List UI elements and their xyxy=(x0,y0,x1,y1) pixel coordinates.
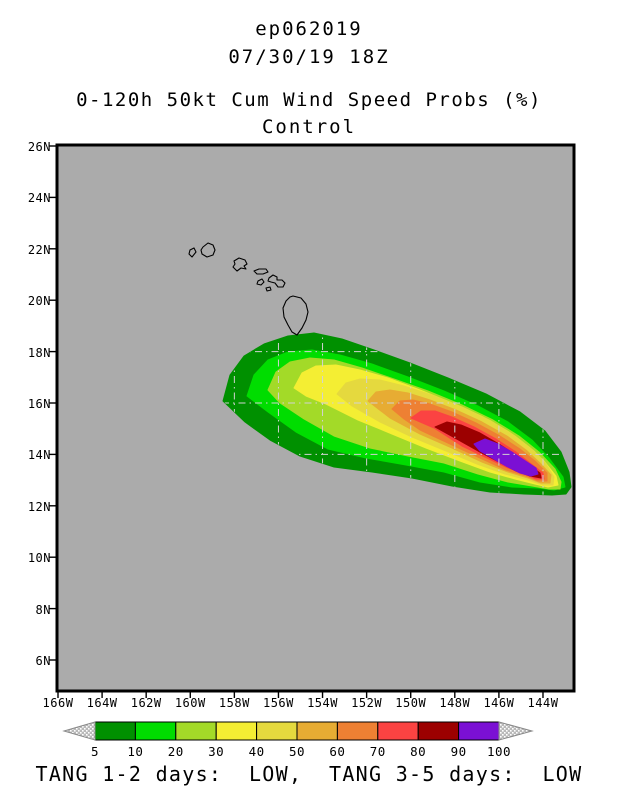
init-time: 07/30/19 18Z xyxy=(228,46,390,68)
colorbar xyxy=(62,721,534,741)
island-coastline xyxy=(265,286,272,292)
colorbar-segment xyxy=(417,721,460,741)
colorbar-arrow-left-icon xyxy=(62,721,96,741)
island-coastline xyxy=(188,247,197,258)
island-coastline xyxy=(232,257,248,272)
colorbar-segment xyxy=(296,721,338,741)
colorbar-segment xyxy=(215,721,258,741)
island-coastline xyxy=(267,274,286,288)
contour-level-90 xyxy=(473,438,539,477)
island-coastline xyxy=(282,295,309,336)
colorbar-segment xyxy=(458,721,500,741)
colorbar-segment xyxy=(175,721,217,741)
island-coastline xyxy=(253,268,269,275)
model-label: Control xyxy=(261,116,357,138)
colorbar-segment xyxy=(377,721,419,741)
colorbar-segment xyxy=(134,721,177,741)
island-coastline xyxy=(256,278,265,286)
colorbar-segment xyxy=(336,721,379,741)
axis-ticks xyxy=(49,145,544,698)
colorbar-segment xyxy=(94,721,136,741)
product-title: 0-120h 50kt Cum Wind Speed Probs (%) xyxy=(76,89,542,111)
map-border xyxy=(55,143,576,693)
island-coastline xyxy=(200,242,216,258)
tang-footer: TANG 1-2 days: LOW, TANG 3-5 days: LOW xyxy=(35,762,583,786)
colorbar-segment xyxy=(256,721,298,741)
storm-id: ep062019 xyxy=(255,18,363,40)
colorbar-arrow-right-icon xyxy=(498,721,534,741)
